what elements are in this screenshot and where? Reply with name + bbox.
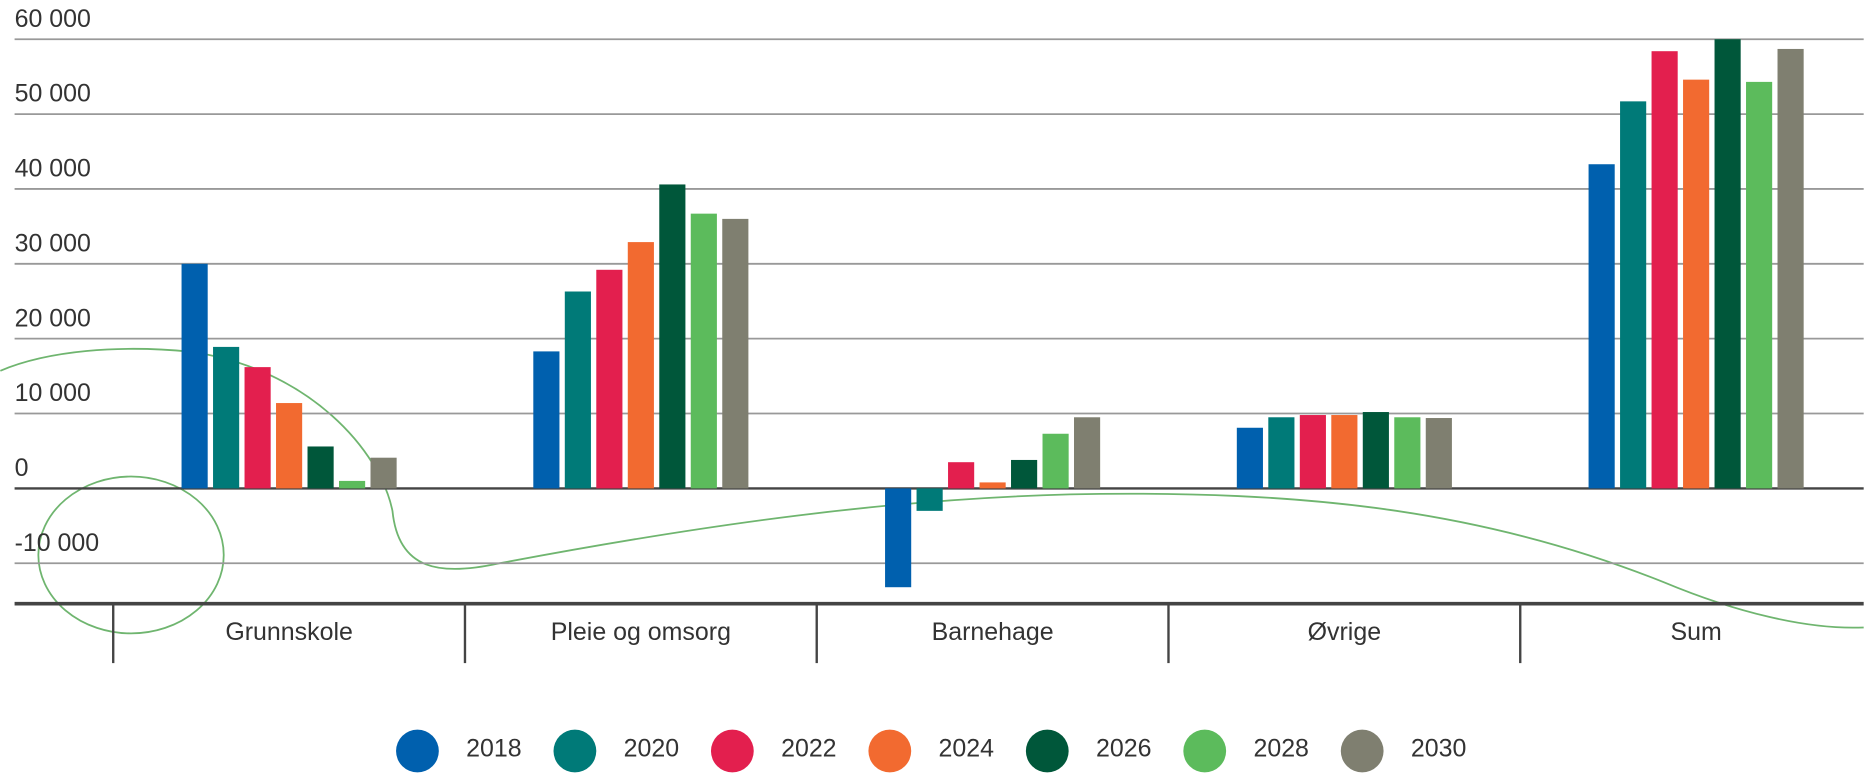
x-tick-label: Barnehage [932, 618, 1054, 646]
bar [213, 346, 240, 489]
legend-marker [868, 729, 912, 773]
bar [1425, 418, 1452, 489]
y-tick-label: 60 000 [15, 5, 91, 33]
legend-label: 2026 [1096, 734, 1151, 762]
bar [1074, 417, 1101, 489]
bar [659, 184, 686, 489]
legend-label: 2030 [1411, 734, 1466, 762]
decoration [0, 347, 1864, 635]
x-tick-label: Sum [1670, 618, 1721, 646]
bar [948, 462, 975, 489]
legend-label: 2020 [624, 734, 679, 762]
bar [564, 291, 591, 489]
x-tick-label: Øvrige [1308, 618, 1381, 646]
legend-marker [1025, 729, 1069, 773]
bar [1362, 412, 1389, 489]
bar [1011, 459, 1038, 489]
y-tick-label: -10 000 [15, 529, 100, 557]
bar [533, 351, 560, 489]
bar [1746, 81, 1773, 489]
bar [1588, 164, 1615, 489]
bar [722, 218, 749, 489]
legend-marker [1183, 729, 1227, 773]
bar [307, 446, 334, 489]
legend-marker [396, 729, 439, 773]
legend-marker [553, 729, 597, 773]
bar [690, 213, 717, 489]
x-tick-label: Pleie og omsorg [551, 618, 731, 646]
bar [1236, 427, 1263, 489]
bar [276, 403, 303, 489]
bar [916, 488, 943, 511]
y-tick-label: 50 000 [15, 80, 91, 108]
legend-label: 2022 [781, 734, 836, 762]
bar [627, 242, 654, 489]
bar [596, 269, 623, 489]
legend-marker [1340, 729, 1384, 773]
legend-label: 2018 [466, 734, 521, 762]
bar [1651, 51, 1678, 489]
bar [1777, 48, 1804, 489]
bar [1299, 415, 1326, 489]
x-tick-label: Grunnskole [225, 618, 353, 646]
bar [1394, 417, 1421, 489]
bar [1268, 417, 1295, 489]
y-tick-label: 10 000 [15, 379, 91, 407]
bar [979, 482, 1006, 489]
bar [181, 263, 208, 489]
bar [1042, 433, 1069, 489]
y-tick-label: 40 000 [15, 155, 91, 183]
bar [339, 480, 366, 489]
bar [244, 367, 271, 489]
legend-marker [710, 729, 754, 773]
bar [370, 457, 397, 489]
legend-label: 2028 [1253, 734, 1308, 762]
y-tick-label: 30 000 [15, 229, 91, 257]
bar [1714, 39, 1741, 489]
bar [1331, 415, 1358, 489]
y-tick-label: 0 [15, 454, 29, 482]
bar [885, 488, 912, 588]
bar [1683, 79, 1710, 489]
legend-label: 2024 [939, 734, 995, 762]
y-tick-label: 20 000 [15, 304, 91, 332]
bar [1620, 101, 1647, 489]
